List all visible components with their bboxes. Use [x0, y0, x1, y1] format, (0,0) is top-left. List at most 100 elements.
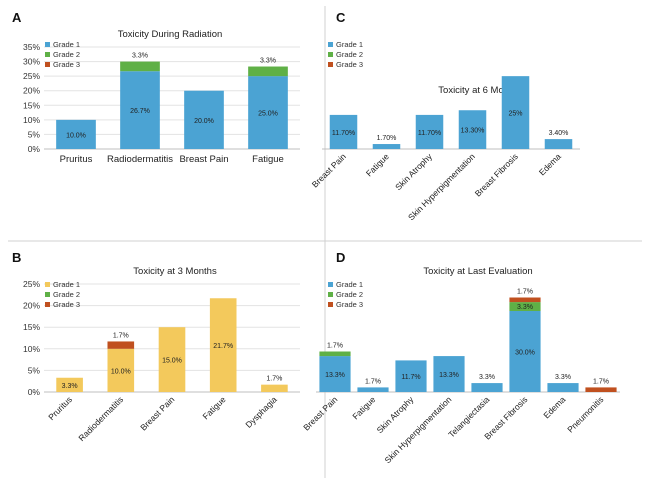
bar-grade-1: [415, 114, 444, 149]
legend-swatch: [328, 62, 333, 67]
value-labels: 11.70% 1.70% 11.70% 13.30% 25% 3.40%: [332, 111, 569, 142]
bar-grade-1: [471, 383, 503, 392]
panel-letter-c: C: [336, 10, 346, 25]
data-label: 10.0%: [66, 132, 86, 139]
x-tick-label: Breast Pain: [179, 154, 228, 165]
data-label: 15.0%: [162, 358, 182, 365]
data-label: 1.70%: [377, 135, 397, 142]
panel-letter-a: A: [12, 10, 22, 25]
legend-swatch: [45, 52, 50, 57]
data-label: 21.7%: [213, 343, 233, 350]
chart-title: Toxicity During Radiation: [118, 29, 223, 40]
chart-title: Toxicity at 3 Months: [133, 266, 217, 277]
bar-grade-1: [184, 90, 224, 149]
data-label: 1.7%: [365, 378, 381, 385]
data-label: 11.7%: [401, 374, 420, 381]
y-tick-label: 15%: [23, 100, 40, 110]
data-label: 3.3%: [132, 53, 148, 60]
bar-grade-1: [120, 71, 160, 149]
chart-title: Toxicity at 6 Months: [438, 85, 522, 96]
data-label: 1.7%: [517, 289, 533, 296]
bar-grade-3: [509, 297, 541, 303]
bar-grade-1: [158, 327, 186, 392]
data-label: 26.7%: [130, 108, 150, 115]
data-label: 13.3%: [325, 372, 345, 379]
data-label: 20.0%: [194, 118, 214, 125]
bar-grade-2: [120, 61, 160, 72]
y-tick-label: 15%: [23, 322, 40, 332]
bar-grade-1: [433, 356, 465, 392]
bar-grade-1: [395, 360, 427, 392]
bar-grade-1: [248, 76, 288, 149]
legend-swatch: [328, 42, 333, 47]
bar-grade-1: [458, 110, 487, 149]
panel-a: A Toxicity During Radiation 0% 5% 10% 15% 20…: [12, 10, 300, 165]
bar-grade-1: [329, 114, 358, 149]
data-label: 11.70%: [332, 130, 355, 137]
y-tick-label: 35%: [23, 42, 40, 52]
bar-grade-1: [501, 76, 530, 149]
panel-letter-d: D: [336, 250, 345, 265]
bar-grade-2: [319, 351, 351, 357]
bar-grade-1: [372, 144, 401, 149]
y-tick-label: 25%: [23, 71, 40, 81]
value-labels: 13.3% 1.7% 11.7% 13.3% 3.3% 30.0% 3.3% 1.7% 3.3%…: [325, 289, 609, 386]
legend-swatch: [45, 282, 50, 287]
legend-label: Grade 2: [53, 50, 80, 59]
y-tick-label: 10%: [23, 115, 40, 125]
legend-swatch: [45, 292, 50, 297]
data-label: 1.7%: [327, 343, 343, 350]
data-label: 3.3%: [62, 383, 78, 390]
data-label: 1.7%: [266, 376, 282, 383]
data-label: 30.0%: [515, 350, 535, 357]
legend-swatch: [328, 282, 333, 287]
data-label: 13.30%: [461, 128, 485, 135]
data-label: 11.70%: [418, 130, 441, 137]
bars: [319, 297, 617, 392]
legend-label: Grade 3: [336, 300, 363, 309]
chart-title: Toxicity at Last Evaluation: [423, 266, 532, 277]
data-label: 3.3%: [260, 58, 276, 65]
data-label: 3.3%: [555, 374, 571, 381]
bar-grade-1: [544, 139, 573, 149]
panel-letter-b: B: [12, 250, 21, 265]
data-label: 25%: [508, 111, 522, 118]
bars: [56, 298, 288, 392]
y-tick-label: 30%: [23, 57, 40, 67]
x-tick-label: Radiodermatitis: [107, 154, 173, 165]
legend-label: Grade 3: [53, 60, 80, 69]
y-tick-label: 20%: [23, 301, 40, 311]
x-tick-label: Pruritus: [60, 154, 93, 165]
bars: [329, 76, 573, 149]
bars: [56, 61, 288, 149]
bar-grade-1: [509, 311, 541, 392]
legend-swatch: [45, 62, 50, 67]
bar-grade-3: [585, 387, 617, 392]
bar-grade-1: [319, 356, 351, 392]
legend-swatch: [328, 292, 333, 297]
data-label: 10.0%: [111, 368, 131, 375]
y-tick-label: 10%: [23, 344, 40, 354]
legend-swatch: [328, 302, 333, 307]
legend-label: Grade 3: [53, 300, 80, 309]
data-label: 3.3%: [479, 374, 495, 381]
bar-grade-1: [56, 377, 83, 392]
bar-grade-3: [107, 341, 135, 349]
legend-label: Grade 1: [336, 40, 363, 49]
legend-swatch: [328, 52, 333, 57]
legend-label: Grade 2: [336, 50, 363, 59]
value-labels: 3.3% 10.0% 15.0% 21.7% 1.7% 1.7%: [62, 332, 283, 389]
legend-label: Grade 2: [336, 290, 363, 299]
bar-grade-1: [357, 387, 389, 392]
x-tick-labels: Pruritus Radiodermatitis Breast Pain Fatigu…: [60, 154, 284, 165]
data-label: 13.3%: [439, 372, 459, 379]
data-label: 25.0%: [258, 111, 278, 118]
x-tick-label: Fatigue: [252, 154, 284, 165]
legend-label: Grade 1: [336, 280, 363, 289]
data-label: 1.7%: [113, 332, 129, 339]
bar-grade-1: [56, 119, 96, 149]
